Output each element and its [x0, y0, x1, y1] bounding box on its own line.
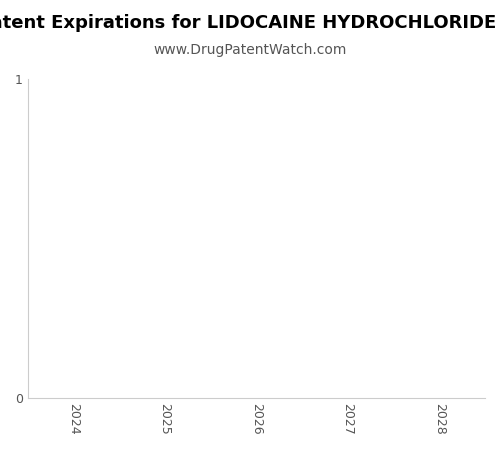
- Text: Patent Expirations for LIDOCAINE HYDROCHLORIDE W: Patent Expirations for LIDOCAINE HYDROCH…: [0, 14, 500, 32]
- Text: www.DrugPatentWatch.com: www.DrugPatentWatch.com: [154, 43, 346, 57]
